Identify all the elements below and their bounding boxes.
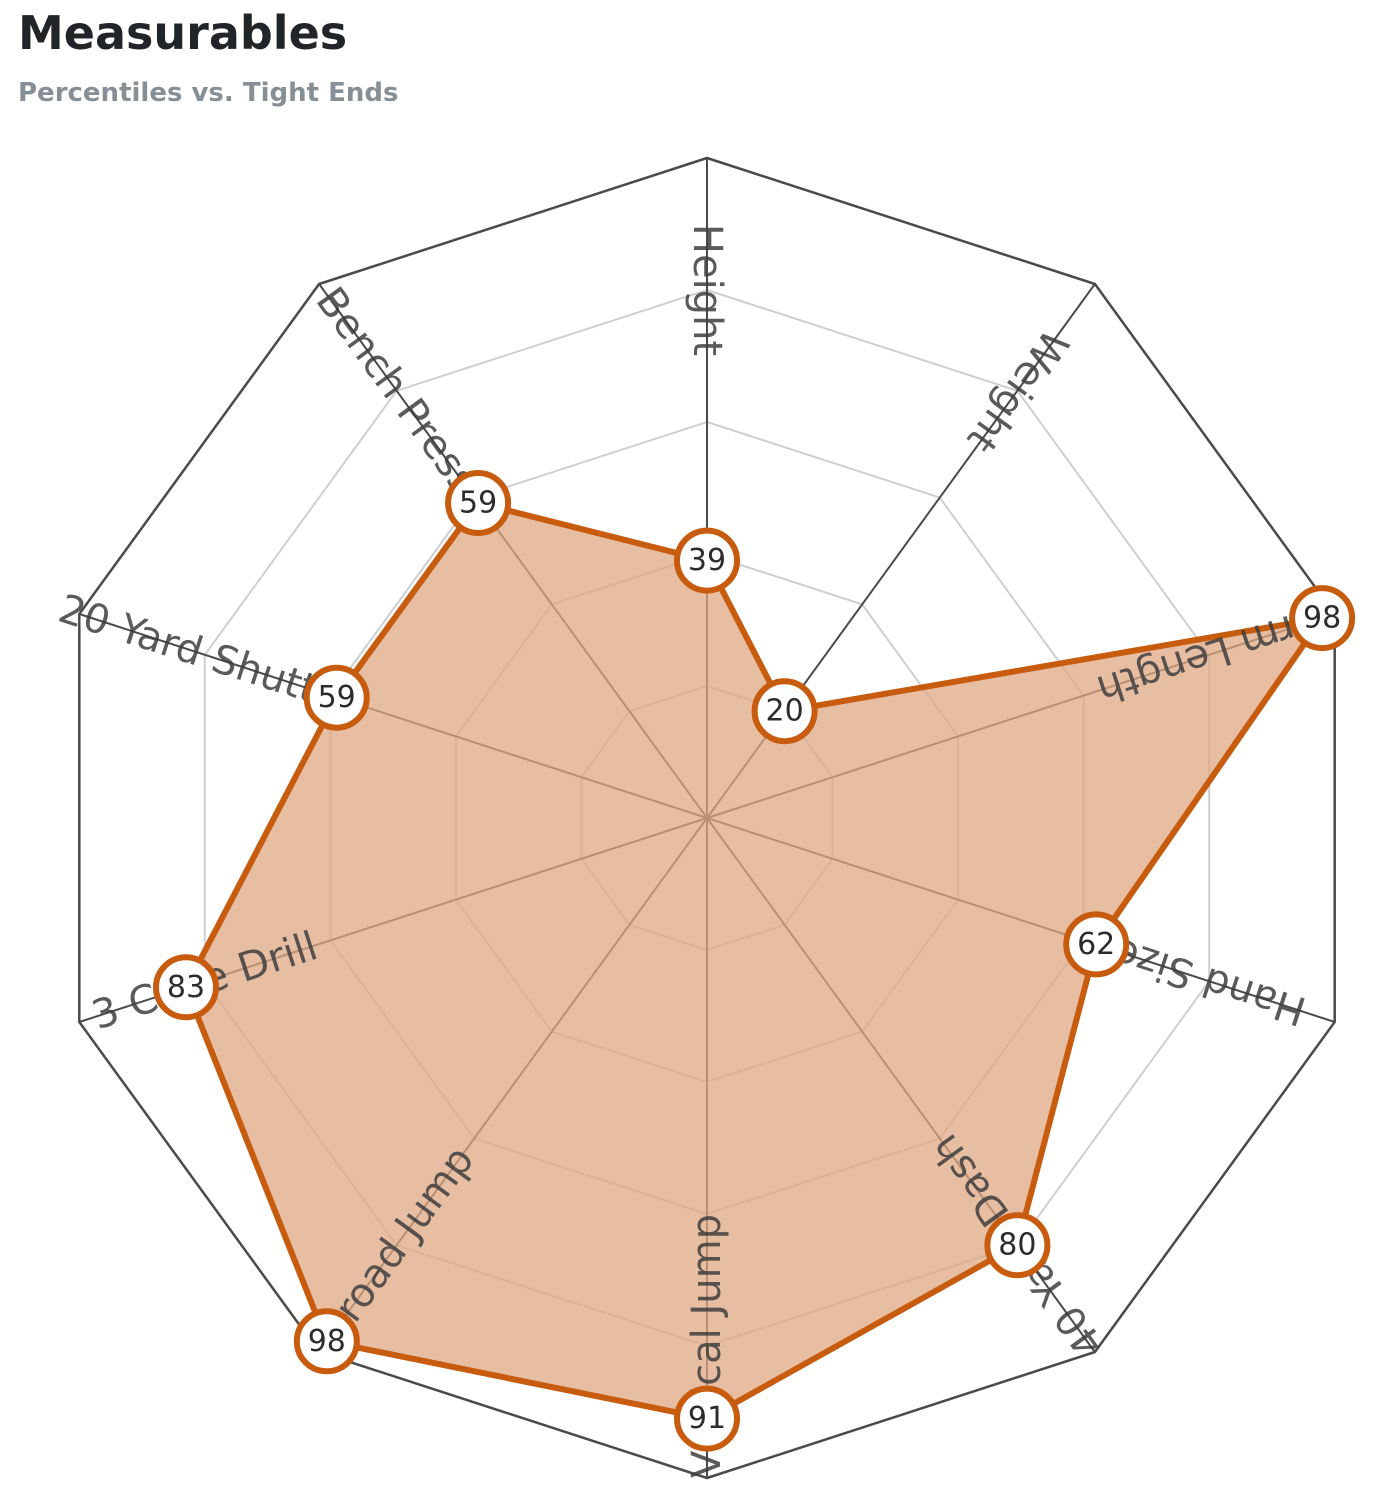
point-marker (674, 527, 740, 594)
axis-label-height: Height (684, 224, 730, 356)
chart-subtitle: Percentiles vs. Tight Ends (18, 78, 399, 108)
data-point-20-yard-shuttle[interactable]: 59 (303, 664, 370, 731)
data-point-height[interactable]: 39 (674, 527, 740, 594)
data-point-bench-press[interactable]: 59 (445, 470, 512, 536)
chart-title: Measurables (18, 6, 348, 60)
data-point-vertical-jump[interactable]: 91 (674, 1385, 740, 1452)
point-marker (445, 470, 512, 536)
point-marker (1289, 585, 1356, 652)
data-point-weight[interactable]: 20 (751, 678, 818, 745)
point-marker (1063, 911, 1130, 978)
point-marker (293, 1308, 360, 1375)
point-value-label: 98 (308, 1324, 346, 1359)
data-points: 39 20 98 62 80 91 98 83 59 59 (153, 470, 1356, 1452)
data-point-40-yard-dash[interactable]: 80 (984, 1212, 1051, 1279)
chart-header: Measurables Percentiles vs. Tight Ends (18, 0, 398, 110)
data-point-broad-jump[interactable]: 98 (293, 1308, 360, 1375)
series-area (186, 503, 1323, 1419)
point-value-label: 39 (688, 543, 726, 578)
point-marker (303, 664, 370, 731)
point-value-label: 80 (998, 1228, 1036, 1263)
point-value-label: 91 (688, 1401, 726, 1436)
point-value-label: 98 (1303, 601, 1341, 636)
data-point-3-cone-drill[interactable]: 83 (153, 954, 219, 1021)
point-value-label: 59 (318, 680, 356, 715)
point-value-label: 83 (167, 970, 205, 1005)
point-marker (984, 1212, 1051, 1279)
axis-label-weight: Weight (958, 321, 1077, 461)
point-marker (751, 678, 818, 745)
point-value-label: 59 (459, 486, 497, 521)
data-point-arm-length[interactable]: 98 (1289, 585, 1356, 652)
point-value-label: 20 (766, 694, 804, 729)
data-point-hand-size[interactable]: 62 (1063, 911, 1130, 978)
point-marker (153, 954, 219, 1021)
axis-label-bench-press: Bench Press (307, 279, 487, 502)
point-value-label: 62 (1077, 927, 1115, 962)
point-marker (674, 1385, 740, 1452)
